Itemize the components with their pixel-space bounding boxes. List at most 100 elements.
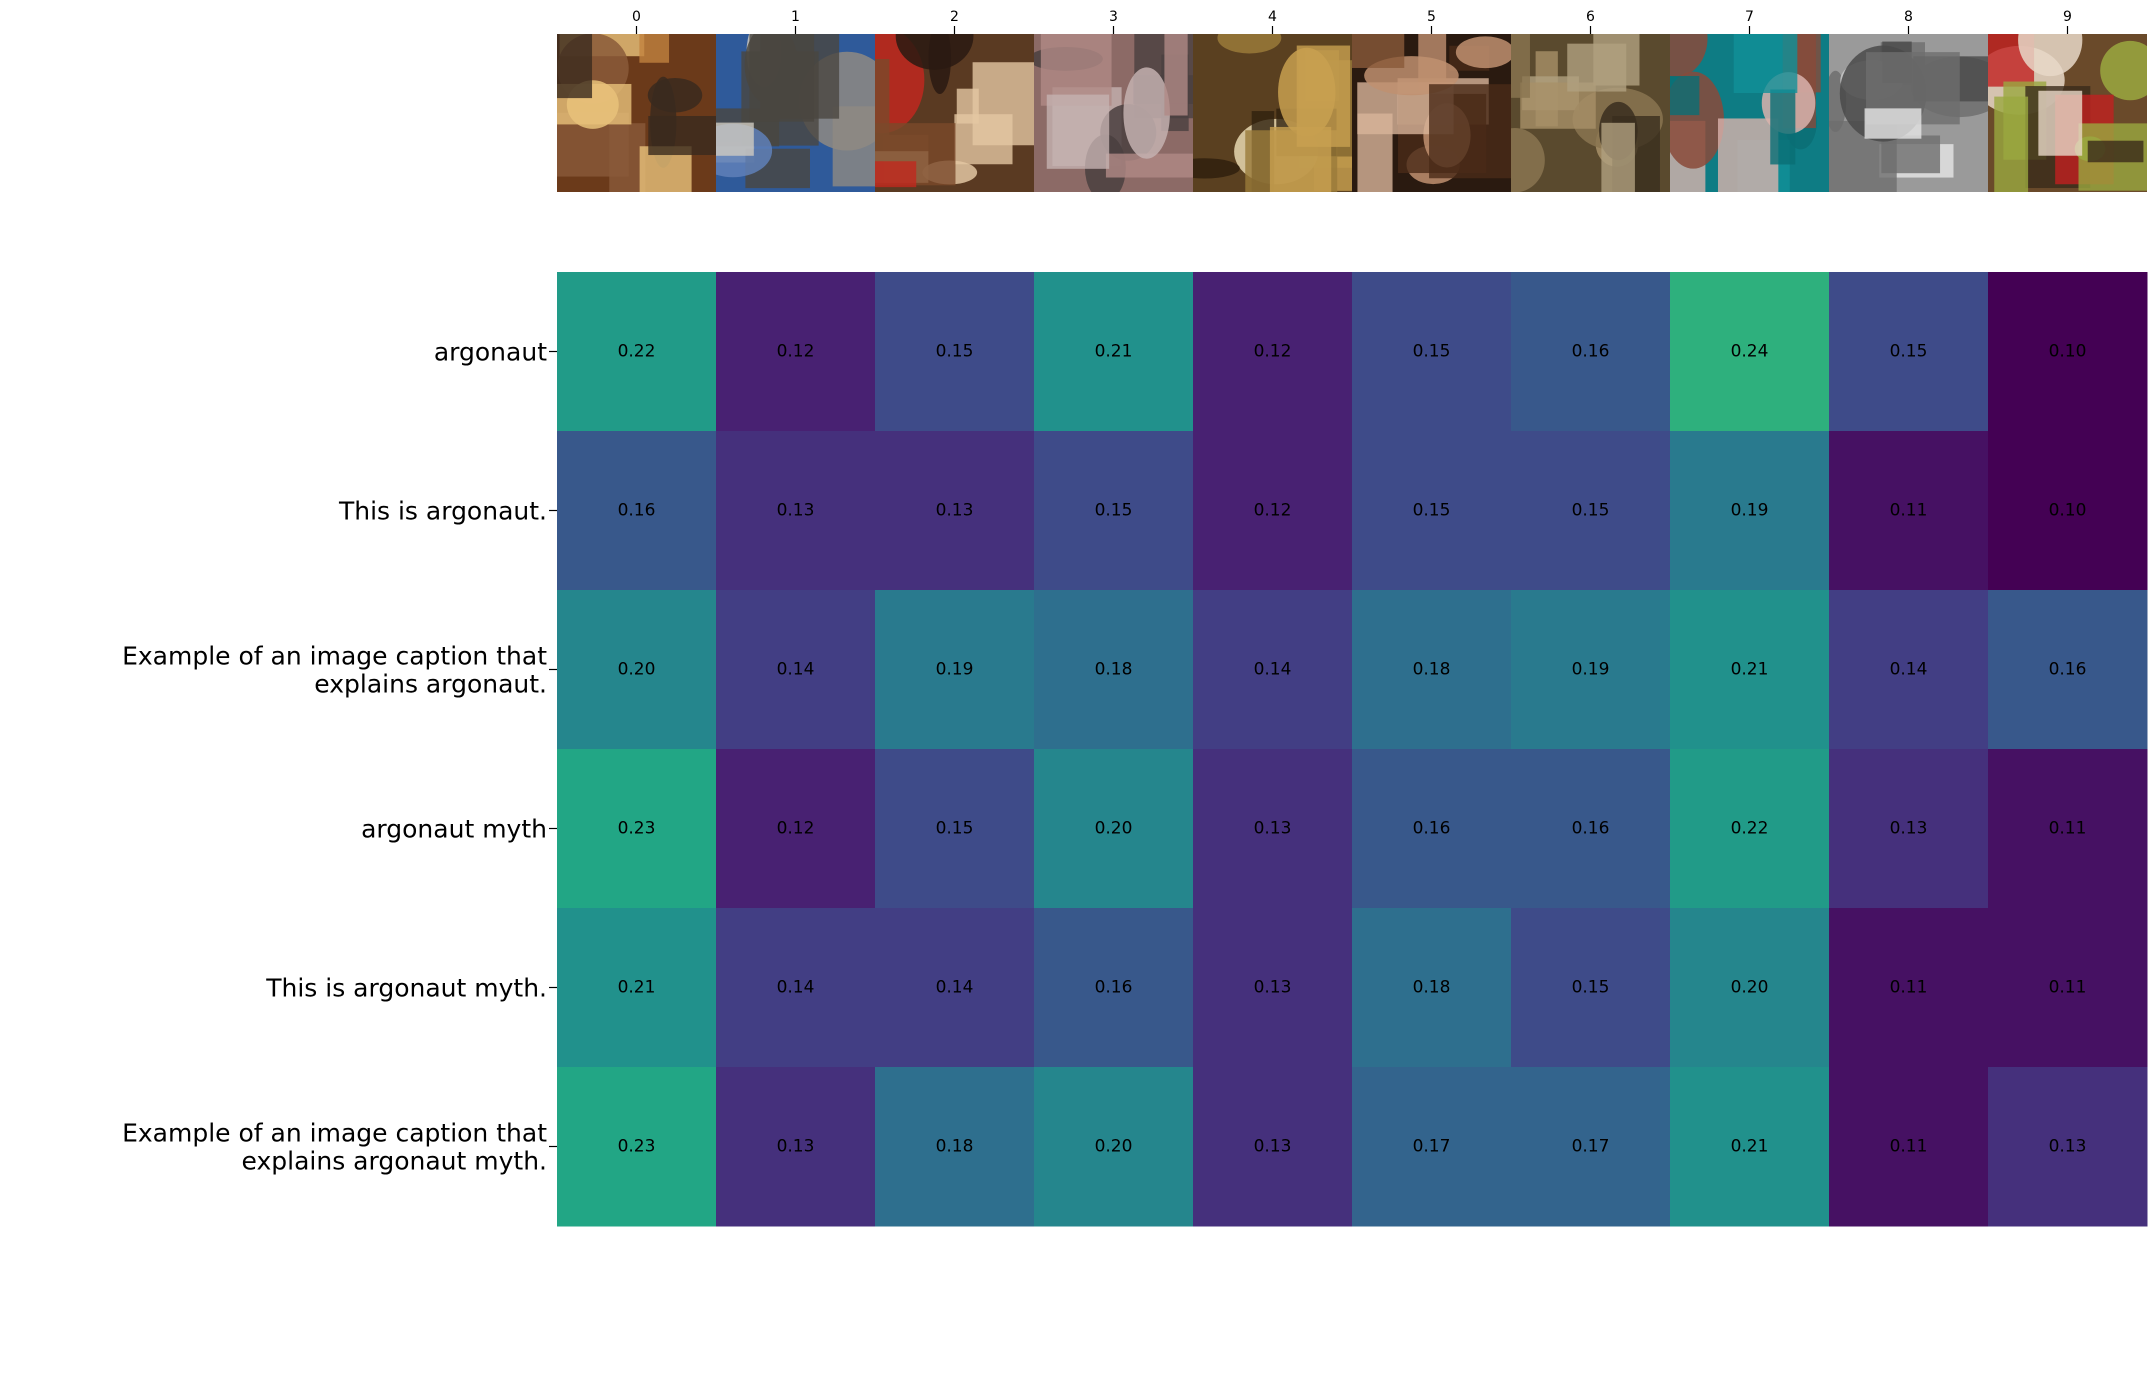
x-tick-label: 8 [1904,9,1913,25]
cell-value-label: 0.13 [1254,1137,1292,1157]
heatmap-cell [1829,431,1989,591]
cell-value-label: 0.18 [936,1137,974,1157]
cell-value-label: 0.15 [1413,342,1451,362]
cell-value-label: 0.10 [2049,501,2087,521]
cell-value-label: 0.13 [1890,819,1928,839]
heatmap-cell [1511,272,1671,432]
heatmap-cell [557,749,717,909]
cell-value-label: 0.12 [777,342,815,362]
cell-value-label: 0.14 [777,660,815,680]
x-tick-label: 4 [1268,9,1277,25]
cell-value-label: 0.21 [1731,660,1769,680]
cell-value-label: 0.16 [618,501,656,521]
cell-value-label: 0.13 [777,1137,815,1157]
y-tick-label: Example of an image caption that explains… [122,1118,547,1175]
cell-value-label: 0.14 [777,978,815,998]
heatmap-cell [1034,431,1194,591]
y-tick-label: argonaut myth [361,814,547,843]
heatmap-cell [1193,749,1353,909]
cell-value-label: 0.13 [936,501,974,521]
image-thumbnail [1511,34,1670,192]
heatmap-cell [716,908,876,1068]
heatmap-cell [875,590,1035,750]
heatmap-cell [557,431,717,591]
heatmap-cell [1988,272,2148,432]
cell-value-label: 0.15 [1095,501,1133,521]
cell-value-label: 0.16 [1413,819,1451,839]
heatmap-cell [716,590,876,750]
heatmap-cell [1829,908,1989,1068]
cell-value-label: 0.13 [777,501,815,521]
heatmap-cell [1034,272,1194,432]
heatmap-cell [1670,431,1830,591]
heatmap-cell [1352,1067,1512,1227]
cell-value-label: 0.19 [936,660,974,680]
heatmap-cell [557,1067,717,1227]
heatmap-cell [1193,908,1353,1068]
cell-value-label: 0.18 [1413,978,1451,998]
cell-value-label: 0.20 [1095,1137,1133,1157]
heatmap-cell [716,749,876,909]
heatmap-cell [716,431,876,591]
heatmap-cell [875,431,1035,591]
cell-value-label: 0.14 [936,978,974,998]
heatmap-cell [716,272,876,432]
heatmap-cell [875,272,1035,432]
image-thumbnail [716,34,875,192]
image-thumbnail [1352,34,1511,192]
cell-value-label: 0.14 [1254,660,1292,680]
image-thumbnail [1829,34,1988,192]
cell-value-label: 0.20 [1731,978,1769,998]
heatmap-cell [1352,590,1512,750]
cell-value-label: 0.16 [1095,978,1133,998]
cell-value-label: 0.23 [618,819,656,839]
cell-value-label: 0.11 [2049,978,2087,998]
cell-value-label: 0.22 [618,342,656,362]
heatmap-cell [1193,1067,1353,1227]
cell-value-label: 0.17 [1413,1137,1451,1157]
cell-value-label: 0.11 [1890,501,1928,521]
cell-value-label: 0.24 [1731,342,1769,362]
cell-value-label: 0.13 [1254,978,1292,998]
cell-value-label: 0.16 [1572,819,1610,839]
cell-value-label: 0.20 [1095,819,1133,839]
x-tick-label: 5 [1427,9,1436,25]
heatmap-cell [1034,908,1194,1068]
heatmap-cell [1988,749,2148,909]
x-axis-ticks: 0 1 2 3 4 5 6 7 8 9 [632,9,2072,34]
image-thumbnail [1034,34,1193,192]
x-tick-label: 3 [1109,9,1118,25]
cell-value-label: 0.15 [1572,501,1610,521]
cell-value-label: 0.23 [618,1137,656,1157]
heatmap-cell [557,908,717,1068]
heatmap-cell [1988,908,2148,1068]
heatmap-cell [1193,431,1353,591]
image-thumbnail [875,34,1034,192]
heatmap-cell [557,590,717,750]
heatmap-cell [1352,908,1512,1068]
heatmap-cell [1829,272,1989,432]
cell-value-label: 0.16 [1572,342,1610,362]
cell-value-label: 0.14 [1890,660,1928,680]
heatmap-cell [1034,749,1194,909]
heatmap-cell [557,272,717,432]
y-tick-label: argonaut [434,337,547,366]
y-axis-ticks: argonaut This is argonaut. Example of an i… [122,337,557,1175]
heatmap-cell [1511,590,1671,750]
cell-value-label: 0.13 [1254,819,1292,839]
cell-value-label: 0.18 [1095,660,1133,680]
cell-value-label: 0.11 [2049,819,2087,839]
cell-value-label: 0.18 [1413,660,1451,680]
cell-value-label: 0.15 [1572,978,1610,998]
heatmap-cell [1511,749,1671,909]
cell-value-label: 0.15 [936,342,974,362]
heatmap-cell [1670,590,1830,750]
y-tick-label: This is argonaut. [338,496,547,525]
cell-value-label: 0.16 [2049,660,2087,680]
image-thumbnail [1193,34,1352,192]
heatmap-cells: 0.22 0.12 0.15 0.21 0.12 0.15 0.16 0.24 0.15 0.10… [557,272,2148,1227]
heatmap-cell [1988,431,2148,591]
cell-value-label: 0.10 [2049,342,2087,362]
x-tick-label: 1 [791,9,800,25]
